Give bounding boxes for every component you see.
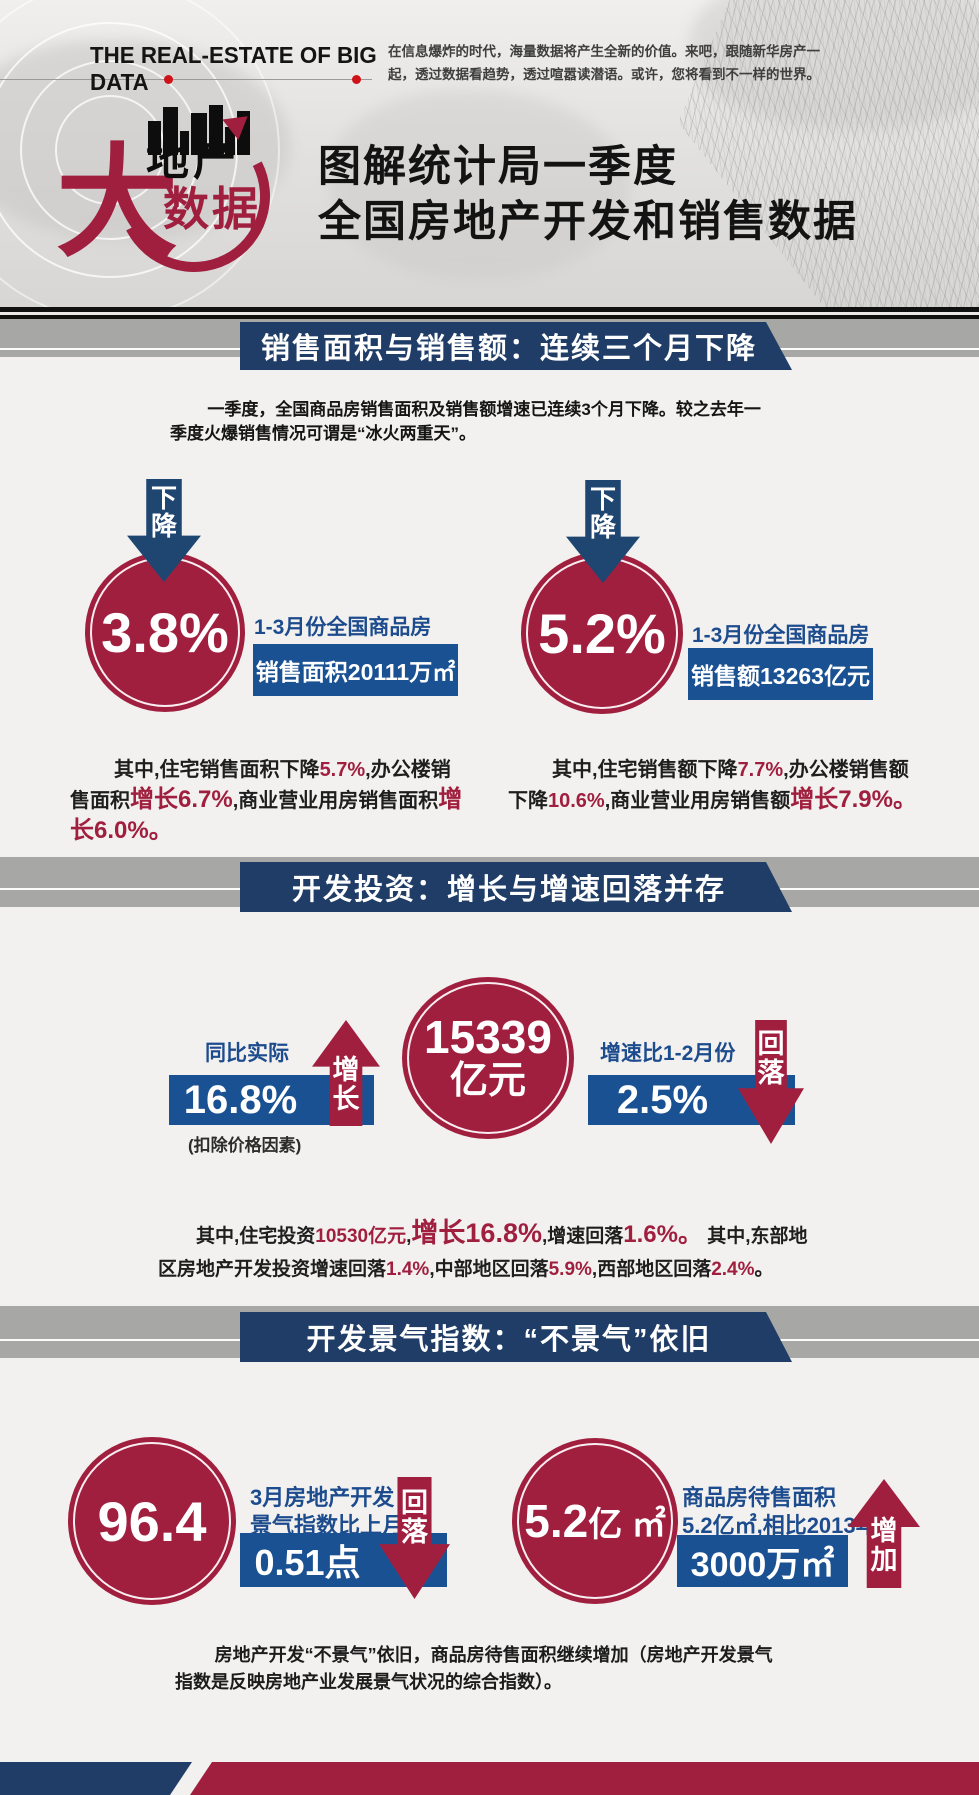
unsold-area-unit: 亿 ㎡ <box>588 1505 666 1544</box>
main-title-line2: 全国房地产开发和销售数据 <box>318 198 858 246</box>
red-dot-icon <box>352 75 361 84</box>
climate-index-circle: 96.4 <box>68 1437 236 1605</box>
header-intro-line2: 起，透过数据看趋势，透过喧嚣读潜语。或许，您将看到不一样的世界。 <box>388 67 820 82</box>
section3-banner: 开发景气指数：“不景气”依旧 <box>240 1312 792 1362</box>
section1-banner: 销售面积与销售额：连续三个月下降 <box>240 322 792 370</box>
brand-underline <box>0 79 372 80</box>
climate-index-caption: 3月房地产开发 景气指数比上月 <box>250 1485 405 1538</box>
brand-title: THE REAL-ESTATE OF BIG DATA <box>90 42 377 95</box>
sales-amount-box: 销售额13263亿元 <box>688 648 873 700</box>
section1-intro-line2: 季度火爆销售情况可谓是“冰火两重天”。 <box>170 424 476 443</box>
main-title-line1: 图解统计局一季度 <box>318 143 678 191</box>
investment-total-circle: 15339 亿元 <box>402 977 574 1139</box>
footer-navy-bar <box>0 1762 192 1795</box>
climate-index-value: 96.4 <box>97 1489 207 1553</box>
price-factor-note: (扣除价格因素) <box>188 1136 302 1155</box>
unsold-area-caption: 商品房待售面积 5.2亿㎡,相比2013年 <box>682 1485 878 1538</box>
investment-left-caption: 同比实际 <box>205 1042 289 1065</box>
world-map-graphic <box>690 0 979 130</box>
unsold-area-value: 5.2 <box>524 1495 589 1547</box>
section2-banner: 开发投资：增长与增速回落并存 <box>240 862 792 912</box>
footer-red-bar <box>190 1762 979 1795</box>
header-intro: 在信息爆炸的时代，海量数据将产生全新的价值。来吧，跟随新华房产一 起，透过数据看… <box>388 40 880 86</box>
world-map-graphic <box>330 90 630 280</box>
sales-area-box: 销售面积20111万㎡ <box>253 644 458 696</box>
sales-amount-circle: 5.2% <box>521 552 683 714</box>
sales-area-caption: 1-3月份全国商品房 <box>254 616 432 639</box>
section1-intro-line1: 一季度，全国商品房销售面积及销售额增速已连续3个月下降。较之去年一 <box>207 400 761 419</box>
header-intro-line1: 在信息爆炸的时代，海量数据将产生全新的价值。来吧，跟随新华房产一 <box>388 44 820 59</box>
double-rule-separator <box>0 307 979 319</box>
section1-intro: 一季度，全国商品房销售面积及销售额增速已连续3个月下降。较之去年一 季度火爆销售… <box>170 398 798 446</box>
section3-note-line2: 指数是反映房地产业发展景气状况的综合指数）。 <box>175 1672 562 1692</box>
sales-amount-note: 其中,住宅销售额下降7.7%,办公楼销售额下降10.6%,商业营业用房销售额增长… <box>508 759 917 813</box>
unsold-increase-box: 3000万㎡ <box>677 1535 848 1587</box>
sales-area-note: 其中,住宅销售面积下降5.7%,办公楼销售面积增长6.7%,商业营业用房销售面积… <box>70 759 463 844</box>
city-skyline-icon <box>148 103 254 155</box>
investment-total-unit: 亿元 <box>449 1060 526 1103</box>
header: THE REAL-ESTATE OF BIG DATA 在信息爆炸的时代，海量数… <box>0 0 979 307</box>
sales-amount-caption: 1-3月份全国商品房 <box>692 624 870 647</box>
sales-area-value: 3.8% <box>101 600 229 664</box>
logo-word-shuju: 数据 <box>163 183 261 235</box>
section3-note: 房地产开发“不景气”依旧，商品房待售面积继续增加（房地产开发景气 指数是反映房地… <box>175 1642 815 1696</box>
investment-note: 其中,住宅投资10530亿元,增长16.8%,增速回落1.6%。 其中,东部地区… <box>158 1218 808 1280</box>
red-dot-icon <box>164 75 173 84</box>
logo-big-char: 大 <box>56 135 178 271</box>
logo-word-dichan: 地产 <box>146 137 240 185</box>
investment-right-caption: 增速比1-2月份 <box>600 1042 736 1065</box>
investment-total-value: 15339 <box>424 1010 552 1063</box>
unsold-area-circle: 5.2 亿 ㎡ <box>512 1438 678 1604</box>
section3-note-line1: 房地产开发“不景气”依旧，商品房待售面积继续增加（房地产开发景气 <box>214 1645 773 1665</box>
sales-amount-value: 5.2% <box>538 601 666 665</box>
